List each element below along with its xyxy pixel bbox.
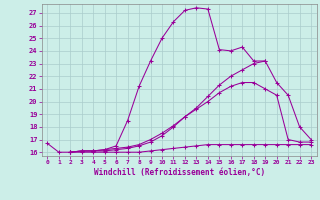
X-axis label: Windchill (Refroidissement éolien,°C): Windchill (Refroidissement éolien,°C) (94, 168, 265, 177)
